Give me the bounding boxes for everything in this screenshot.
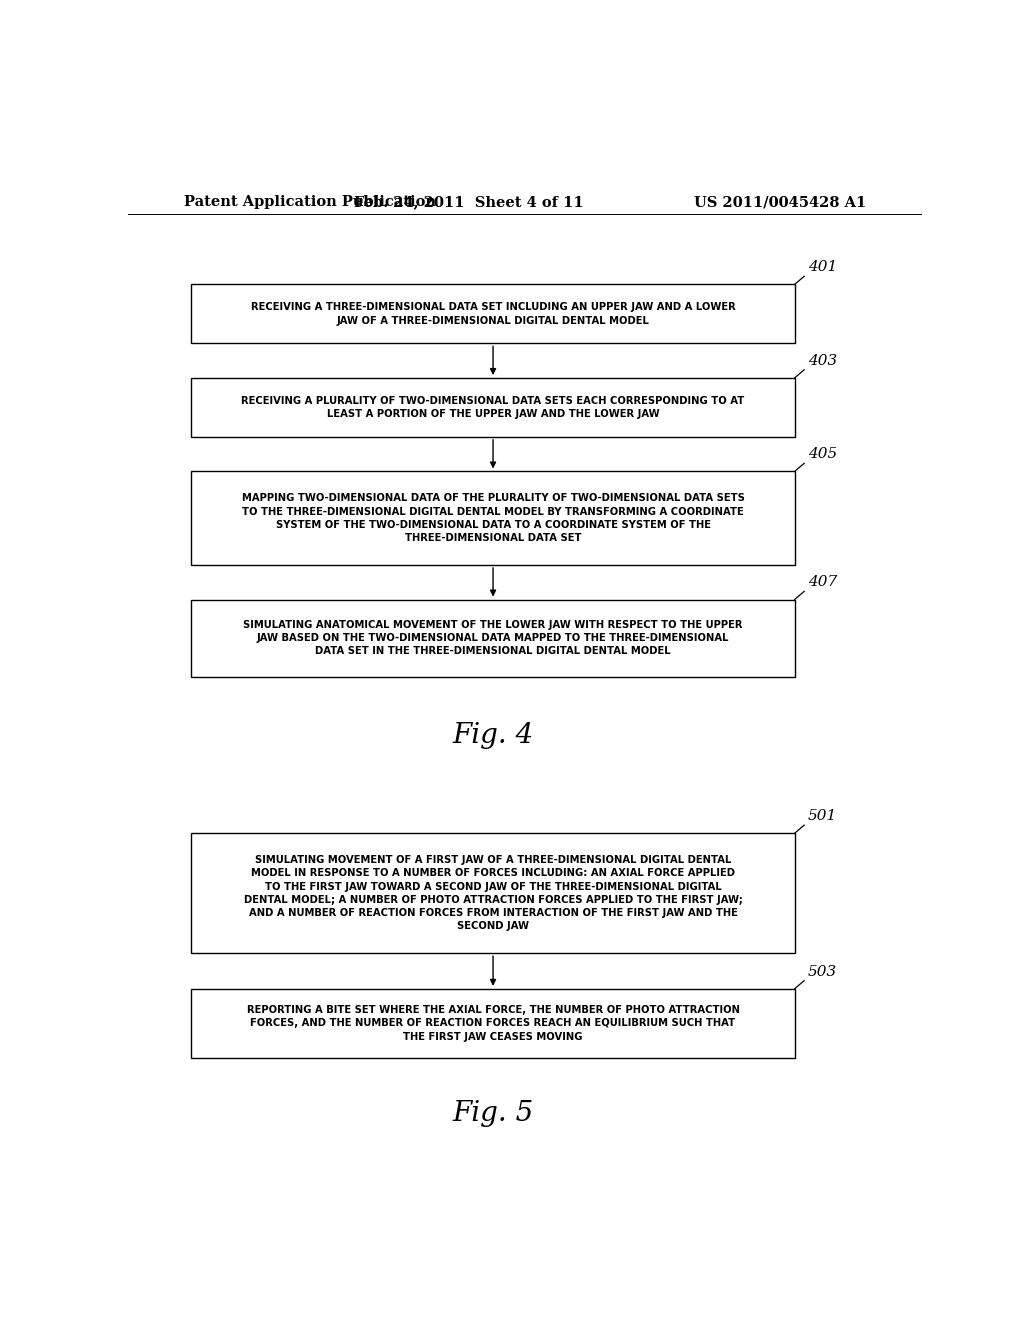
Text: 403: 403 [808,354,838,368]
Bar [191,599,795,677]
Text: MAPPING TWO-DIMENSIONAL DATA OF THE PLURALITY OF TWO-DIMENSIONAL DATA SETS
TO TH: MAPPING TWO-DIMENSIONAL DATA OF THE PLUR… [242,494,744,543]
Text: RECEIVING A PLURALITY OF TWO-DIMENSIONAL DATA SETS EACH CORRESPONDING TO AT
LEAS: RECEIVING A PLURALITY OF TWO-DIMENSIONAL… [242,396,744,418]
Text: 401: 401 [808,260,838,275]
Text: Fig. 5: Fig. 5 [453,1101,534,1127]
Text: SIMULATING MOVEMENT OF A FIRST JAW OF A THREE-DIMENSIONAL DIGITAL DENTAL
MODEL I: SIMULATING MOVEMENT OF A FIRST JAW OF A … [244,855,742,931]
Text: Patent Application Publication: Patent Application Publication [183,195,435,209]
Text: SIMULATING ANATOMICAL MOVEMENT OF THE LOWER JAW WITH RESPECT TO THE UPPER
JAW BA: SIMULATING ANATOMICAL MOVEMENT OF THE LO… [244,620,742,656]
Text: US 2011/0045428 A1: US 2011/0045428 A1 [694,195,866,209]
Bar [191,471,795,565]
Text: RECEIVING A THREE-DIMENSIONAL DATA SET INCLUDING AN UPPER JAW AND A LOWER
JAW OF: RECEIVING A THREE-DIMENSIONAL DATA SET I… [251,302,735,326]
Text: 407: 407 [808,576,838,589]
Bar [191,989,795,1057]
Bar [191,833,795,953]
Bar [191,378,795,437]
Text: 405: 405 [808,447,838,461]
Text: Fig. 4: Fig. 4 [453,722,534,750]
Text: Feb. 24, 2011  Sheet 4 of 11: Feb. 24, 2011 Sheet 4 of 11 [354,195,584,209]
Text: 501: 501 [808,809,838,824]
Text: REPORTING A BITE SET WHERE THE AXIAL FORCE, THE NUMBER OF PHOTO ATTRACTION
FORCE: REPORTING A BITE SET WHERE THE AXIAL FOR… [247,1005,739,1041]
Text: 503: 503 [808,965,838,978]
Bar [191,284,795,343]
